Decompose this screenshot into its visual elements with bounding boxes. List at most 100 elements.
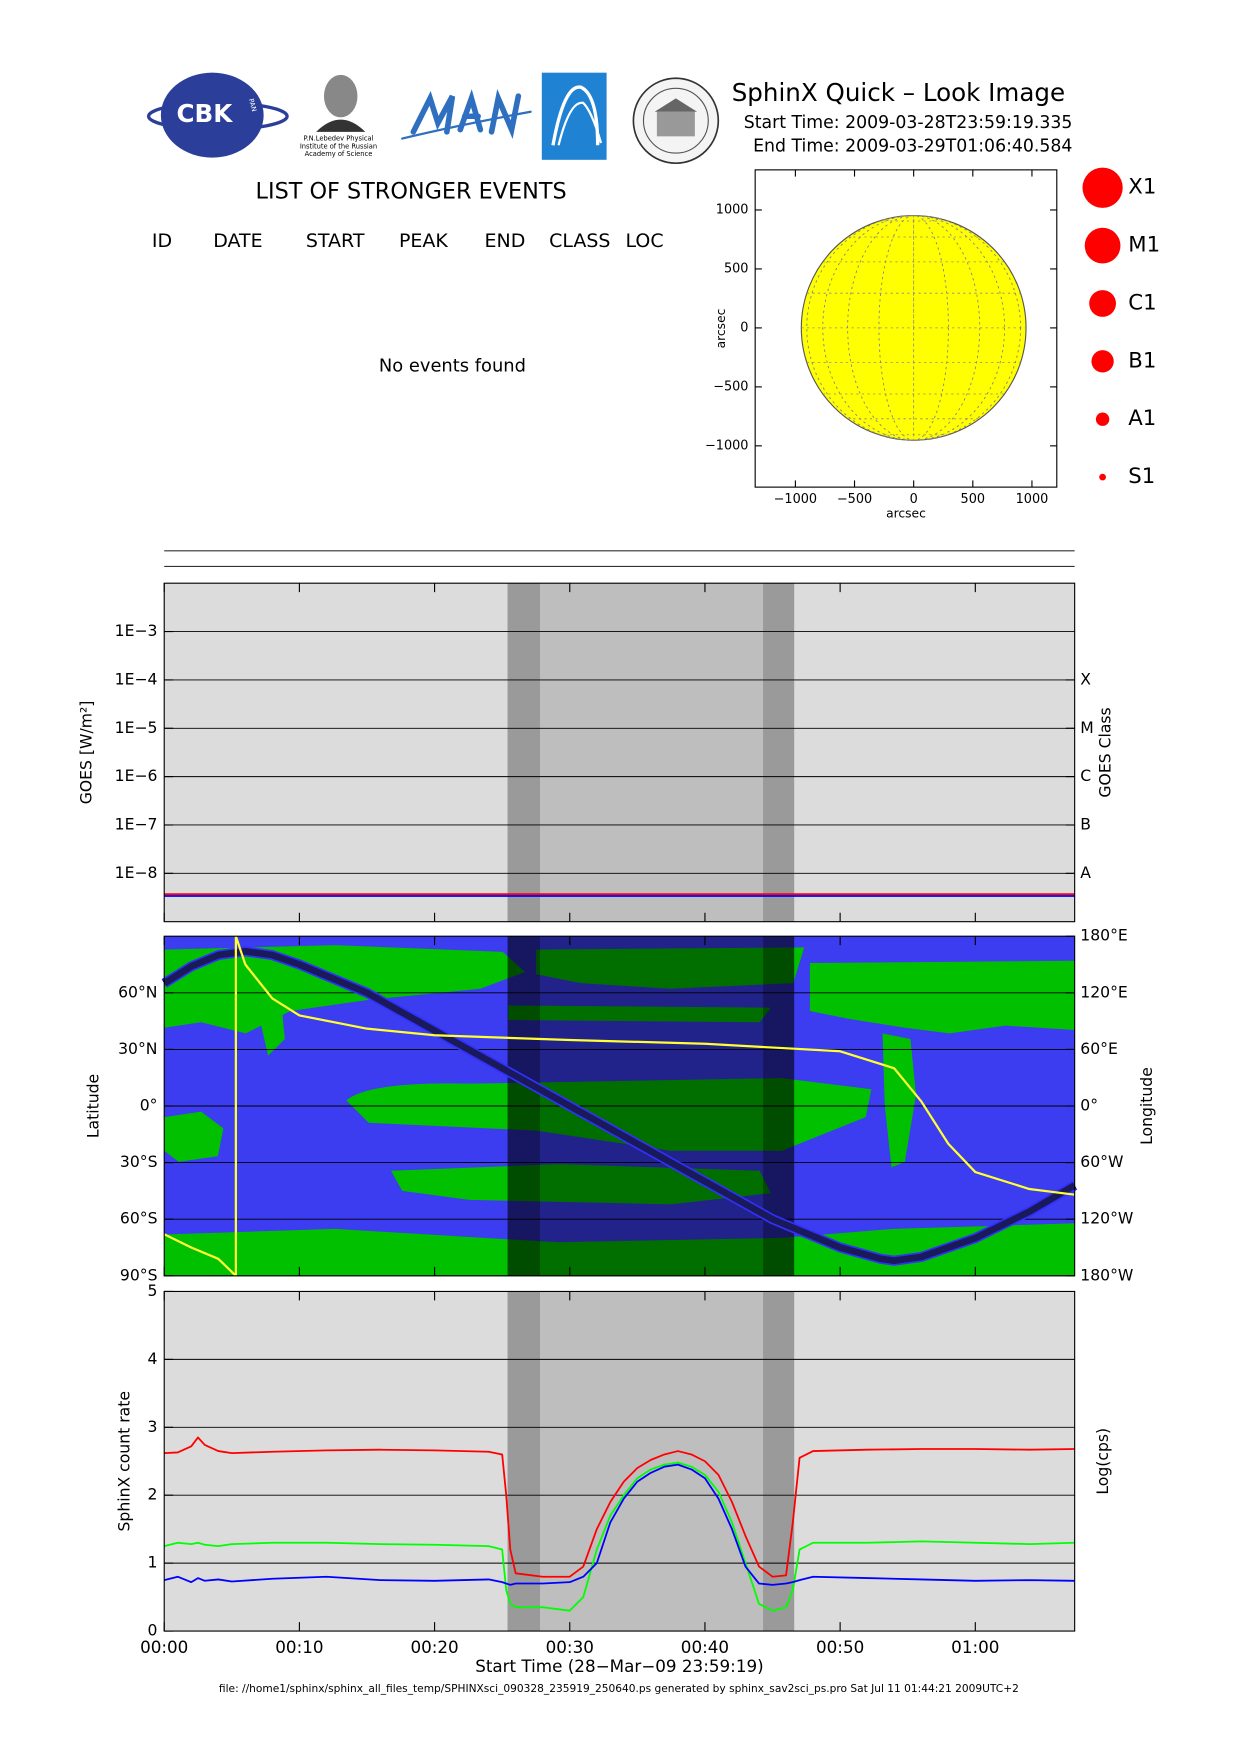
footer: file: //home1/sphinx/sphinx_all_files_te…	[219, 1682, 1019, 1695]
y2-tick-label: 60°W	[1080, 1152, 1123, 1171]
y-axis-label: GOES [W/m²]	[77, 701, 96, 805]
x-tick-label: 1000	[1016, 492, 1049, 507]
logo-text: P.N.Lebedev Physical	[303, 135, 373, 143]
y2-tick-label: M	[1080, 718, 1093, 737]
x-tick-label: 00:30	[546, 1637, 594, 1657]
logo-text: Institute of the Russian	[300, 142, 377, 150]
y-tick-label: 1	[148, 1553, 158, 1572]
y-tick-label: 90°S	[120, 1265, 158, 1284]
y-tick-label: 1000	[716, 202, 749, 217]
column-header: DATE	[213, 230, 262, 252]
y-axis-label: arcsec	[714, 309, 728, 349]
flare-size-marker	[1091, 350, 1114, 373]
night-band	[763, 1291, 795, 1632]
x-tick-label: 00:00	[140, 1637, 188, 1657]
x-tick-label: −500	[837, 492, 872, 507]
flare-size-label: X1	[1128, 175, 1156, 200]
x-tick-label: 500	[961, 492, 986, 507]
disk-meridian	[847, 215, 981, 441]
series-line	[164, 1436, 1075, 1578]
column-header: START	[306, 230, 365, 252]
flare-size-marker	[1084, 227, 1121, 264]
y2-tick-label: 60°E	[1080, 1039, 1118, 1058]
flare-size-marker	[1099, 473, 1106, 481]
y2-tick-label: 120°W	[1080, 1209, 1133, 1228]
night-band	[507, 1291, 541, 1632]
plot-frame	[163, 1290, 1076, 1632]
flare-size-marker	[1082, 167, 1123, 208]
x-tick-label: 00:50	[816, 1637, 864, 1657]
y-tick-label: 1E−3	[115, 621, 158, 640]
x-tick-label: 01:00	[951, 1637, 999, 1657]
series-line	[163, 1463, 1075, 1586]
cbk-logo: CBK PAN	[146, 72, 289, 158]
y-tick-label: 1E−8	[115, 863, 158, 882]
blue-square-logo	[541, 72, 607, 160]
y2-tick-label: 120°E	[1080, 982, 1128, 1001]
y-tick-label: −1000	[705, 438, 748, 453]
y2-tick-label: B	[1080, 814, 1091, 833]
disk-meridian	[878, 215, 949, 441]
flare-size-label: C1	[1128, 290, 1156, 315]
series-line	[163, 1461, 1075, 1612]
x-axis-label: Start Time (28−Mar−09 23:59:19)	[475, 1656, 763, 1676]
y-tick-label: 3	[148, 1417, 158, 1436]
y-tick-label: 1E−4	[115, 669, 158, 688]
column-header: PEAK	[399, 230, 448, 252]
seal-logo	[632, 77, 720, 164]
y-tick-label: 30°S	[120, 1152, 158, 1171]
no-events-message: No events found	[379, 355, 526, 376]
y2-tick-label: A	[1080, 863, 1091, 882]
y-tick-label: 2	[148, 1485, 158, 1504]
end-time: End Time: 2009-03-29T01:06:40.584	[753, 136, 1072, 156]
start-time: Start Time: 2009-03-28T23:59:19.335	[744, 113, 1073, 133]
eclipse-band	[507, 1291, 795, 1632]
y-tick-label: 1E−7	[115, 814, 158, 833]
y-tick-label: 4	[148, 1349, 158, 1368]
flare-size-label: S1	[1128, 464, 1155, 489]
flare-size-marker	[1089, 290, 1116, 317]
y2-axis-label: Longitude	[1137, 1067, 1156, 1145]
y2-tick-label: C	[1080, 766, 1091, 785]
y2-tick-label: 180°E	[1080, 926, 1128, 945]
y2-axis-label: GOES Class	[1095, 707, 1114, 797]
flare-size-marker	[1095, 412, 1110, 426]
lebedev-logo: P.N.Lebedev Physical Institute of the Ru…	[300, 74, 377, 158]
eclipse-band	[507, 583, 795, 922]
logo-text: Academy of Science	[305, 150, 373, 158]
plot-frame	[163, 582, 1076, 923]
column-header: ID	[152, 230, 172, 252]
plot-frame	[754, 169, 1058, 488]
flare-size-label: B1	[1128, 348, 1156, 373]
flare-size-label: A1	[1128, 406, 1156, 431]
x-axis-label: arcsec	[886, 506, 926, 520]
y-tick-label: 1E−6	[115, 766, 158, 785]
mian-logo	[401, 89, 532, 140]
x-tick-label: 0	[910, 492, 918, 507]
y-tick-label: 500	[724, 261, 749, 276]
flare-size-label: M1	[1128, 233, 1160, 258]
y-tick-label: −500	[713, 379, 748, 394]
night-band	[507, 583, 541, 922]
x-tick-label: 00:20	[410, 1637, 458, 1657]
logo-text: PAN	[247, 98, 258, 113]
y2-tick-label: X	[1080, 669, 1091, 688]
x-tick-label: 00:40	[681, 1637, 729, 1657]
y2-tick-label: 0°	[1080, 1096, 1098, 1115]
y-axis-label: Latitude	[83, 1074, 102, 1138]
y-tick-label: 60°N	[118, 982, 157, 1001]
y2-axis-label: Log(cps)	[1093, 1428, 1112, 1495]
plot-frame	[163, 935, 1076, 1277]
y-tick-label: 0	[740, 320, 748, 335]
x-tick-label: −1000	[774, 492, 817, 507]
y-tick-label: 60°S	[120, 1209, 158, 1228]
events-title: LIST OF STRONGER EVENTS	[256, 179, 567, 205]
logo-text: CBK	[177, 99, 234, 128]
y-tick-label: 0°	[140, 1096, 158, 1115]
column-header: LOC	[626, 230, 664, 252]
disk-meridian	[806, 215, 1021, 441]
y-axis-label: SphinX count rate	[115, 1391, 134, 1531]
disk-meridian	[822, 215, 1005, 441]
